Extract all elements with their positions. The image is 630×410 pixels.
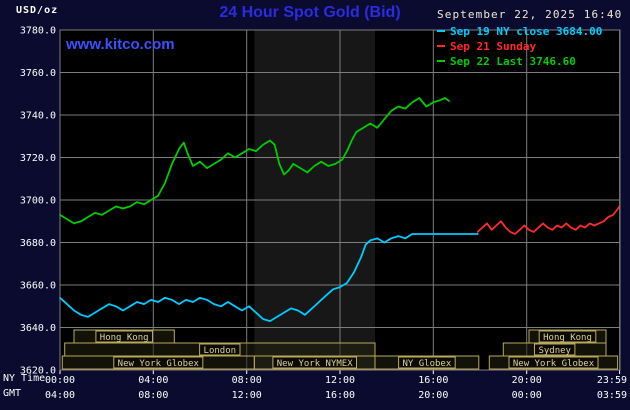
y-tick-label: 3780.0: [20, 26, 56, 37]
session-label-hong-kong: Hong Kong: [100, 333, 149, 343]
ny-time-axis-label: NY Time: [3, 373, 46, 384]
y-tick-label: 3760.0: [20, 68, 56, 79]
session-label-box-hong-kong: [95, 330, 153, 343]
session-label-ny-globex: NY Globex: [403, 359, 452, 369]
ny-time-tick-label: 00:00: [45, 375, 75, 386]
y-tick-label: 3640.0: [20, 323, 56, 334]
session-label-box-sydney: [534, 343, 576, 356]
session-label-new-york-globex: New York Globex: [118, 359, 200, 369]
legend-label: Sep 19 NY close 3684.00: [450, 25, 603, 38]
gmt-tick-label: 12:00: [232, 390, 262, 401]
gmt-axis-label: GMT: [3, 388, 22, 399]
session-label-london: London: [204, 346, 237, 356]
y-tick-label: 3680.0: [20, 238, 56, 249]
gmt-tick-label: 04:00: [45, 390, 75, 401]
session-label-box-hong-kong: [538, 330, 597, 343]
session-label-box-new-york-globex: [113, 356, 204, 369]
kitco-link[interactable]: www.kitco.com: [66, 36, 175, 53]
gmt-tick-label: 16:00: [325, 390, 355, 401]
session-label-box-london: [199, 343, 241, 356]
legend-item: Sep 21 Sunday: [437, 39, 602, 54]
gmt-tick-label: 00:00: [512, 390, 542, 401]
gmt-tick-label: 20:00: [418, 390, 448, 401]
y-tick-label: 3620.0: [20, 366, 56, 377]
units-label: USD/oz: [16, 5, 59, 16]
chart-datetime: September 22, 2025 16:40: [437, 8, 623, 21]
legend-label: Sep 21 Sunday: [450, 40, 537, 53]
legend-marker-dash: [437, 44, 445, 47]
session-label-sydney: Sydney: [538, 346, 571, 356]
legend: Sep 19 NY close 3684.00 Sep 21 Sunday Sep …: [437, 24, 602, 69]
session-label-box-new-york-globex: [508, 356, 599, 369]
session-label-new-york-nymex: New York NYMEX: [277, 359, 353, 369]
y-tick-label: 3740.0: [20, 111, 56, 122]
series-line-sep-22-last: [59, 97, 450, 225]
y-tick-label: 3660.0: [20, 281, 56, 292]
ny-time-tick-label: 08:00: [232, 375, 262, 386]
legend-marker-dash: [437, 29, 445, 32]
y-tick-label: 3720.0: [20, 153, 56, 164]
session-label-box-ny-globex: [398, 356, 456, 369]
legend-marker-dash: [437, 59, 445, 62]
series-line-sep-19-ny-close: [59, 233, 479, 323]
ny-time-tick-label: 04:00: [138, 375, 168, 386]
chart-title: 24 Hour Spot Gold (Bid): [219, 4, 401, 21]
series-line-sep-21-sunday: [476, 205, 621, 235]
gmt-tick-label: 08:00: [138, 390, 168, 401]
legend-label: Sep 22 Last 3746.60: [450, 55, 576, 68]
session-label-box-new-york-nymex: [272, 356, 357, 369]
session-label-hong-kong: Hong Kong: [543, 333, 592, 343]
legend-item: Sep 19 NY close 3684.00: [437, 24, 602, 39]
ny-time-tick-label: 20:00: [512, 375, 542, 386]
ny-time-tick-label: 16:00: [418, 375, 448, 386]
ny-time-tick-label: 12:00: [325, 375, 355, 386]
gmt-tick-label: 03:59: [597, 390, 627, 401]
legend-item: Sep 22 Last 3746.60: [437, 54, 602, 69]
plot-border: [59, 29, 621, 371]
y-tick-label: 3700.0: [20, 196, 56, 207]
ny-time-tick-label: 23:59: [597, 375, 627, 386]
session-label-new-york-globex: New York Globex: [513, 359, 595, 369]
